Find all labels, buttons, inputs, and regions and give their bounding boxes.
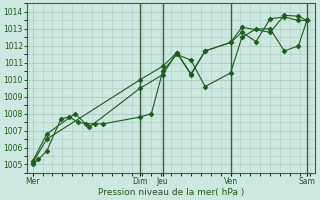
X-axis label: Pression niveau de la mer( hPa ): Pression niveau de la mer( hPa ) — [98, 188, 244, 197]
